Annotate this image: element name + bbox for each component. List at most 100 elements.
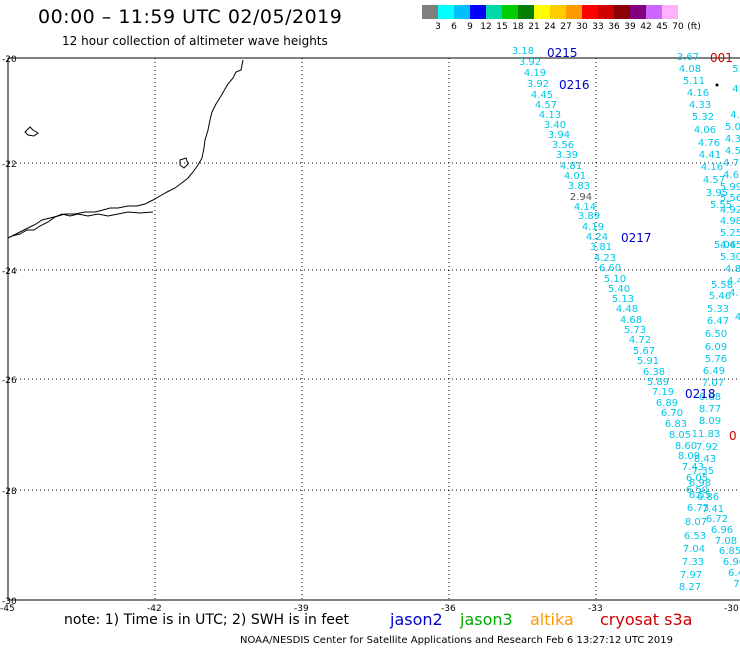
legend-jason3: jason3 (460, 610, 513, 629)
wave-height-value: 6.53 (684, 531, 706, 542)
wave-height-value: 7.08 (715, 536, 737, 547)
wave-height-value: 6.50 (705, 329, 727, 340)
legend-cryosat-s3a: cryosat s3a (600, 610, 693, 629)
footer-note: note: 1) Time is in UTC; 2) SWH is in fe… (64, 612, 350, 628)
scale-label: 33 (592, 22, 604, 32)
wave-height-value: 6.83 (665, 419, 687, 430)
wave-height-value: 5.73 (624, 325, 646, 336)
wave-height-value: 6.49 (703, 366, 725, 377)
wave-height-value: 3.39 (556, 150, 578, 161)
wave-height-value: 6.05 (686, 473, 708, 484)
wave-height-value: 4.24 (586, 232, 608, 243)
wave-height-value: 3.40 (544, 120, 566, 131)
scale-label: 39 (624, 22, 636, 32)
longitude-label: -30 (724, 604, 739, 614)
wave-height-value: 4.23 (594, 253, 616, 264)
wave-height-value: 3.95 (706, 188, 728, 199)
track-label-0-red: 0 (729, 429, 737, 443)
wave-height-value: 8.09 (699, 416, 721, 427)
scale-label: 18 (512, 22, 524, 32)
wave-height-value: 5.25 (720, 228, 740, 239)
wave-height-value: 4.7 (729, 288, 740, 299)
wave-height-value: 6.96 (711, 525, 733, 536)
latitude-label: -26 (2, 376, 17, 386)
wave-height-value: 5. (732, 64, 740, 75)
wave-height-value: 6.72 (706, 514, 728, 525)
legend-jason2: jason2 (390, 610, 443, 629)
wave-height-value: 8.43 (694, 454, 716, 465)
credit-line: NOAA/NESDIS Center for Satellite Applica… (240, 635, 673, 646)
wave-height-value: 6.86 (697, 492, 719, 503)
wave-height-value: 4.45 (720, 240, 740, 251)
wave-height-value: 7.07 (702, 378, 724, 389)
scale-label: 45 (656, 22, 668, 32)
latitude-label: -20 (2, 55, 17, 65)
track-0215: 3.183.924.193.924.454.574.133.403.943.56… (512, 46, 708, 496)
longitude-label: -45 (0, 604, 15, 614)
map-frame (7, 57, 740, 601)
wave-height-value: 6.4 (728, 568, 740, 579)
coastline-mainland (7, 59, 244, 239)
axis-labels: -20-22-24-26-28-30-45 -42 -39 -36 -33 -30 (0, 55, 739, 614)
scale-label: 15 (496, 22, 508, 32)
wave-height-value: 7.97 (680, 570, 702, 581)
wave-height-value: 8.09 (678, 451, 700, 462)
island-2 (179, 157, 189, 169)
scale-swatch (678, 5, 695, 19)
scale-label: 42 (640, 22, 652, 32)
wave-height-value: 4.33 (689, 100, 711, 111)
wave-height-value: 4.4 (727, 276, 740, 287)
scale-label: 24 (544, 22, 556, 32)
wave-height-value: 5.91 (637, 356, 659, 367)
legend-altika: altika (530, 610, 574, 629)
track-label-0218: 0218 (685, 387, 716, 401)
wave-height-value: 4. (730, 110, 740, 121)
latitude-label: -28 (2, 487, 17, 497)
longitude-label: -36 (441, 604, 456, 614)
wave-height-value: 4.06 (694, 125, 716, 136)
scale-label: 9 (467, 22, 473, 32)
wave-height-value: 8.77 (699, 404, 721, 415)
track-0218: 3.674.085.114.164.335.324.064.764.414.16… (677, 52, 740, 590)
wave-height-value: 4.81 (560, 161, 582, 172)
altimeter-tracks: 3.183.924.193.924.454.574.133.403.943.56… (512, 46, 740, 593)
wave-height-value: 4.19 (524, 68, 546, 79)
wave-height-value: 4.7 (723, 158, 739, 169)
wave-height-value: 5.30 (720, 252, 740, 263)
wave-height-value: 4.16 (701, 162, 723, 173)
wave-height-value: 7.41 (702, 504, 724, 515)
wave-height-value: 5.55 (710, 200, 732, 211)
wave-height-value: 3.89 (578, 211, 600, 222)
scale-label: 27 (560, 22, 572, 32)
wave-height-value: 6.96 (723, 557, 740, 568)
track-point-marker (715, 83, 719, 87)
scale-label: 3 (435, 22, 441, 32)
wave-height-value: 5.32 (692, 112, 714, 123)
wave-height-value: 5.67 (633, 346, 655, 357)
wave-height-value: 3.81 (590, 242, 612, 253)
wave-height-value: 4.45 (531, 90, 553, 101)
wave-height-value: 4.76 (698, 138, 720, 149)
wave-height-value: 7.04 (683, 544, 705, 555)
wave-height-value: 4.13 (539, 110, 561, 121)
wave-height-value: 3.67 (677, 52, 699, 63)
wave-height-value: 4.14 (574, 202, 596, 213)
island-1 (24, 126, 39, 137)
wave-height-value: 5.89 (647, 377, 669, 388)
wave-height-value: 2.94 (570, 192, 592, 203)
track-label-0216: 0216 (559, 78, 590, 92)
map-title: 00:00 – 11:59 UTC 02/05/2019 (38, 6, 343, 28)
wave-height-value: 5.13 (612, 294, 634, 305)
wave-height-value: 6.38 (643, 367, 665, 378)
wave-height-value: 5.58 (711, 280, 733, 291)
map-subtitle: 12 hour collection of altimeter wave hei… (62, 34, 328, 48)
wave-height-value: 4.8 (725, 264, 740, 275)
wave-height-value: 7.35 (692, 466, 714, 477)
wave-height-value: 6.50 (686, 485, 708, 496)
wave-height-value: 6.09 (705, 342, 727, 353)
wave-height-value: 4 (735, 312, 740, 323)
wave-height-value: 3.56 (552, 140, 574, 151)
wave-height-value: 6.89 (656, 398, 678, 409)
wave-height-value: 6.55 (689, 490, 711, 501)
